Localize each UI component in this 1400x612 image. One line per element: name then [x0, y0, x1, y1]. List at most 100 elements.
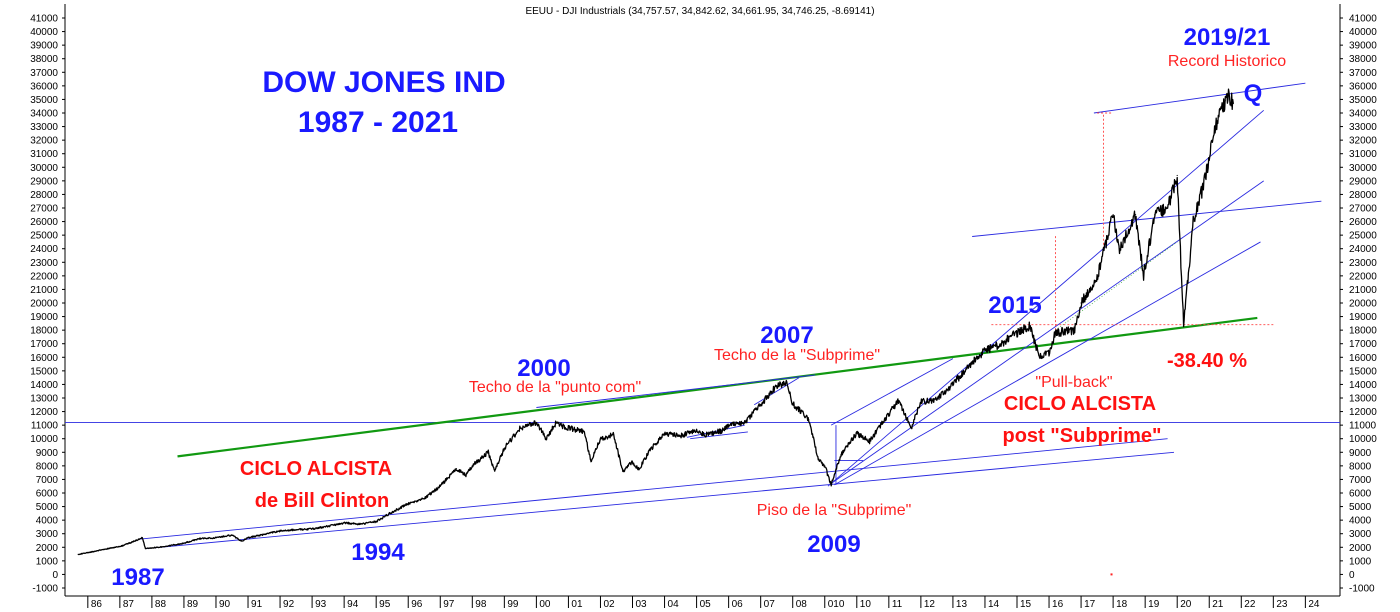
x-tick-label: 91: [251, 599, 263, 610]
price-point: [705, 434, 707, 436]
x-tick-label: 96: [411, 599, 423, 610]
y-tick-label-right: 32000: [1349, 136, 1377, 147]
price-point: [1016, 332, 1018, 334]
price-point: [535, 421, 537, 424]
price-point: [840, 454, 842, 456]
x-tick-label: 010: [828, 599, 845, 610]
y-tick-label-left: 1000: [36, 556, 59, 567]
x-tick-label: 07: [764, 599, 776, 610]
price-point: [215, 537, 217, 539]
price-point: [1112, 214, 1114, 216]
y-tick-label-left: 13000: [30, 394, 58, 405]
price-line: [77, 88, 1234, 556]
y-tick-label-right: 31000: [1349, 149, 1377, 160]
y-tick-label-left: 33000: [30, 122, 58, 133]
price-point: [910, 427, 912, 429]
y-tick-label-left: 7000: [36, 475, 59, 486]
y-tick-label-left: 20000: [30, 299, 58, 310]
label-1994: 1994: [351, 539, 405, 566]
y-tick-label-left: 34000: [30, 109, 58, 120]
price-point: [936, 398, 938, 400]
y-tick-label-right: 16000: [1349, 353, 1377, 364]
x-tick-label: 12: [924, 599, 936, 610]
price-point: [545, 438, 547, 440]
price-point: [503, 447, 505, 449]
price-point: [856, 432, 858, 434]
price-point: [199, 537, 201, 540]
price-point: [391, 511, 393, 513]
price-point: [1183, 325, 1185, 327]
label-drop-percent: -38.40 %: [1167, 350, 1247, 372]
y-tick-label-left: 32000: [30, 136, 58, 147]
y-tick-label-right: 37000: [1349, 68, 1377, 79]
y-tick-label-left: 8000: [36, 461, 59, 472]
x-tick-label: 18: [1116, 599, 1128, 610]
price-point: [311, 528, 313, 530]
y-tick-label-left: 15000: [30, 366, 58, 377]
x-axis: 86 87 88 89 90 91 92 93 94 95 96 97 98 99 00 01 02 03 04 05…: [65, 595, 1340, 610]
price-point: [808, 419, 810, 421]
y-tick-label-left: 35000: [30, 95, 58, 106]
x-tick-label: 99: [507, 599, 519, 610]
trend-2005-lower: [690, 431, 748, 440]
y-tick-label-left: 0: [52, 570, 58, 581]
price-point: [1096, 276, 1098, 278]
trend-green-dotted: [1055, 241, 1178, 331]
x-tick-label: 06: [732, 599, 744, 610]
y-tick-label-right: 1000: [1349, 556, 1372, 567]
y-tick-label-right: 7000: [1349, 475, 1372, 486]
price-point: [631, 461, 634, 463]
price-point: [920, 401, 922, 403]
y-tick-label-right: 9000: [1349, 448, 1372, 459]
price-point: [638, 469, 640, 471]
y-tick-label-right: 25000: [1349, 231, 1377, 242]
trend-post2009-4: [830, 358, 954, 426]
x-tick-label: 17: [1084, 599, 1096, 610]
y-tick-label-right: 34000: [1349, 109, 1377, 120]
price-point: [103, 548, 105, 550]
price-point: [295, 529, 297, 531]
x-tick-label: 10: [860, 599, 872, 610]
price-point: [1134, 214, 1137, 216]
price-point: [622, 470, 624, 472]
label-piso-subprime: Piso de la "Subprime": [757, 502, 912, 519]
y-tick-label-right: 26000: [1349, 217, 1377, 228]
price-point: [1074, 329, 1076, 331]
y-tick-label-right: 4000: [1349, 516, 1372, 527]
price-point: [1192, 220, 1194, 223]
y-tick-label-right: 35000: [1349, 95, 1377, 106]
chart-title-line2: 1987 - 2021: [298, 106, 458, 139]
label-2015: 2015: [988, 292, 1041, 319]
price-point: [519, 427, 521, 429]
chart-header: EEUU - DJI Industrials (34,757.57, 34,84…: [525, 6, 874, 17]
y-axis-left: -1000 0 1000 2000 3000 4000 5000 6000 7000 8000 90…: [30, 4, 66, 596]
trend-long-bottom: [145, 451, 1175, 550]
trend-2007-rise: [754, 377, 800, 406]
price-point: [885, 417, 887, 419]
x-tick-label: 86: [91, 599, 103, 610]
label-ciclo-alcista-clinton-2: de Bill Clinton: [255, 490, 389, 512]
y-tick-label-left: 21000: [30, 285, 58, 296]
label-2007: 2007: [760, 322, 813, 349]
y-tick-label-right: 33000: [1349, 122, 1377, 133]
price-point: [1000, 343, 1002, 345]
y-tick-label-left: 4000: [36, 516, 59, 527]
price-point: [612, 434, 614, 436]
price-point: [1029, 325, 1031, 327]
price-point: [141, 537, 143, 539]
x-tick-label: 19: [1148, 599, 1160, 610]
price-point: [87, 552, 89, 554]
y-tick-label-right: 20000: [1349, 299, 1377, 310]
label-techo-punto-com: Techo de la "punto com": [469, 379, 641, 396]
y-tick-label-right: 3000: [1349, 529, 1372, 540]
price-point: [327, 525, 329, 527]
x-tick-label: 03: [636, 599, 648, 610]
y-tick-label-left: -1000: [32, 584, 58, 595]
y-tick-label-right: 41000: [1349, 14, 1377, 25]
price-point: [1232, 102, 1234, 105]
price-point: [1142, 275, 1145, 277]
y-tick-label-left: 12000: [30, 407, 58, 418]
y-tick-label-left: 40000: [30, 27, 58, 38]
x-tick-label: 22: [1244, 599, 1256, 610]
